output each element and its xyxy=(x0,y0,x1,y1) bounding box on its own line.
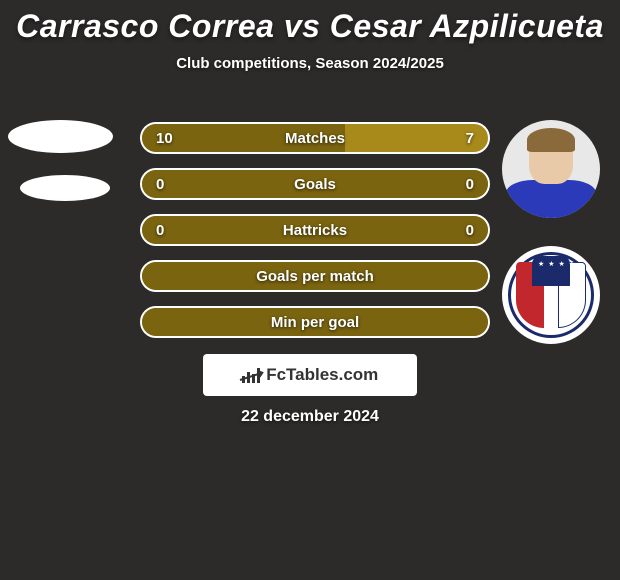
bar-hattricks-label: Hattricks xyxy=(283,222,347,239)
comparison-title: Carrasco Correa vs Cesar Azpilicueta xyxy=(0,0,620,45)
club-left-badge-placeholder xyxy=(20,175,110,201)
bar-matches: 10 Matches 7 xyxy=(140,122,490,154)
player-left-avatar-placeholder xyxy=(8,120,113,153)
bar-goals-label: Goals xyxy=(294,176,336,193)
player-left-column xyxy=(8,120,113,223)
brand-text: FcTables.com xyxy=(266,365,378,385)
bar-hattricks-left-value: 0 xyxy=(156,222,164,239)
club-right-badge: ★ ★ ★ ★ xyxy=(502,246,600,344)
bar-goals-left-value: 0 xyxy=(156,176,164,193)
bar-matches-right-value: 7 xyxy=(466,130,474,147)
comparison-date: 22 december 2024 xyxy=(0,408,620,426)
chart-icon xyxy=(242,368,261,383)
bar-hattricks-right-value: 0 xyxy=(466,222,474,239)
player-right-column: ★ ★ ★ ★ xyxy=(502,120,600,344)
comparison-subtitle: Club competitions, Season 2024/2025 xyxy=(0,55,620,72)
bar-hattricks: 0 Hattricks 0 xyxy=(140,214,490,246)
bar-mpg-label: Min per goal xyxy=(271,314,359,331)
bar-matches-left-value: 10 xyxy=(156,130,173,147)
comparison-bars: 10 Matches 7 0 Goals 0 0 Hattricks 0 Goa… xyxy=(140,122,490,352)
player-right-avatar xyxy=(502,120,600,218)
bar-matches-label: Matches xyxy=(285,130,345,147)
bar-goals-right-value: 0 xyxy=(466,176,474,193)
brand-watermark: FcTables.com xyxy=(203,354,417,396)
bar-min-per-goal: Min per goal xyxy=(140,306,490,338)
bar-goals-per-match: Goals per match xyxy=(140,260,490,292)
bar-goals: 0 Goals 0 xyxy=(140,168,490,200)
bar-gpm-label: Goals per match xyxy=(256,268,374,285)
